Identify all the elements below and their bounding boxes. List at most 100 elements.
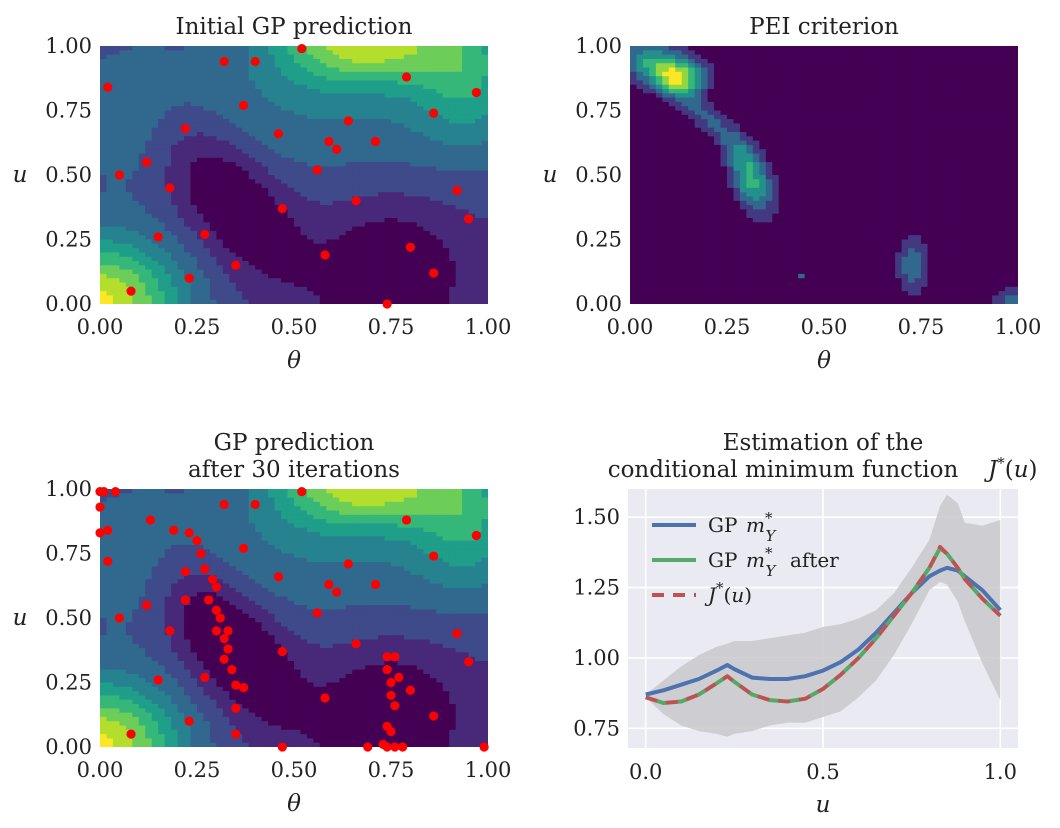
contour-cell <box>675 119 683 124</box>
contour-cell <box>164 226 172 232</box>
contour-cell <box>636 192 644 198</box>
contour-cell <box>306 80 314 86</box>
contour-cell <box>746 205 754 210</box>
contour-cell <box>436 153 444 159</box>
contour-cell <box>345 175 353 180</box>
contour-cell <box>197 106 205 112</box>
contour-cell <box>319 153 327 159</box>
contour-cell <box>125 153 133 159</box>
contour-cell <box>177 192 185 198</box>
contour-cell <box>668 205 676 210</box>
contour-cell <box>177 54 185 60</box>
contour-cell <box>423 291 431 296</box>
contour-cell <box>171 235 179 241</box>
contour-cell <box>184 153 192 159</box>
contour-cell <box>300 299 308 304</box>
contour-cell <box>112 196 120 202</box>
contour-cell <box>281 230 289 236</box>
contour-cell <box>287 183 295 189</box>
contour-cell <box>720 252 728 258</box>
contour-cell <box>345 149 353 155</box>
contour-cell <box>449 76 457 81</box>
contour-cell <box>112 84 120 90</box>
contour-cell <box>746 200 754 206</box>
contour-cell <box>319 269 327 275</box>
contour-cell <box>313 196 321 202</box>
contour-cell <box>106 243 114 249</box>
contour-cell <box>475 110 483 116</box>
contour-cell <box>158 123 166 129</box>
contour-cell <box>416 157 424 163</box>
contour-cell <box>714 213 722 219</box>
contour-cell <box>197 63 205 69</box>
contour-cell <box>268 278 276 284</box>
contour-cell <box>636 183 644 189</box>
contour-cell <box>752 175 760 180</box>
contour-cell <box>345 248 353 253</box>
contour-cell <box>281 278 289 284</box>
contour-cell <box>345 187 353 193</box>
contour-cell <box>125 273 133 279</box>
contour-cell <box>378 213 386 219</box>
contour-cell <box>481 106 488 112</box>
contour-cell <box>255 101 263 107</box>
contour-cell <box>455 239 463 245</box>
contour-cell <box>261 299 269 304</box>
contour-cell <box>158 299 166 304</box>
contour-cell <box>403 273 411 279</box>
contour-cell <box>649 123 657 129</box>
contour-cell <box>475 132 483 137</box>
contour-cell <box>151 162 159 167</box>
contour-cell <box>216 278 224 284</box>
contour-cell <box>649 187 657 193</box>
contour-cell <box>209 175 217 180</box>
contour-cell <box>229 153 237 159</box>
contour-cell <box>403 140 411 146</box>
contour-cell <box>455 183 463 189</box>
contour-cell <box>268 157 276 163</box>
contour-cell <box>100 282 108 288</box>
contour-cell <box>442 261 450 266</box>
contour-cell <box>403 282 411 288</box>
contour-cell <box>468 132 476 137</box>
contour-cell <box>261 226 269 232</box>
contour-cell <box>384 286 392 292</box>
contour-cell <box>151 114 159 120</box>
contour-cell <box>384 282 392 288</box>
contour-cell <box>688 46 696 51</box>
contour-cell <box>694 80 702 86</box>
contour-cell <box>462 265 470 271</box>
contour-cell <box>423 282 431 288</box>
data-point <box>103 82 113 92</box>
contour-cell <box>442 140 450 146</box>
contour-cell <box>410 149 418 155</box>
contour-cell <box>235 291 243 296</box>
contour-cell <box>261 209 269 215</box>
contour-cell <box>261 269 269 275</box>
contour-cell <box>261 256 269 262</box>
contour-cell <box>701 114 709 120</box>
contour-cell <box>371 149 379 155</box>
contour-cell <box>222 265 230 271</box>
contour-cell <box>184 265 192 271</box>
contour-cell <box>184 50 192 56</box>
contour-cell <box>119 291 127 296</box>
contour-cell <box>345 157 353 163</box>
contour-cell <box>765 71 773 77</box>
contour-cell <box>138 187 146 193</box>
contour-cell <box>216 213 224 219</box>
contour-cell <box>164 243 172 249</box>
contour-cell <box>649 243 657 249</box>
contour-cell <box>765 226 773 232</box>
contour-cell <box>649 101 657 107</box>
contour-cell <box>197 209 205 215</box>
contour-cell <box>216 187 224 193</box>
contour-cell <box>222 261 230 266</box>
contour-cell <box>171 58 179 64</box>
contour-cell <box>397 286 405 292</box>
contour-cell <box>281 89 289 94</box>
contour-cell <box>158 175 166 180</box>
contour-cell <box>158 97 166 103</box>
contour-cell <box>248 132 256 137</box>
contour-cell <box>352 166 360 172</box>
